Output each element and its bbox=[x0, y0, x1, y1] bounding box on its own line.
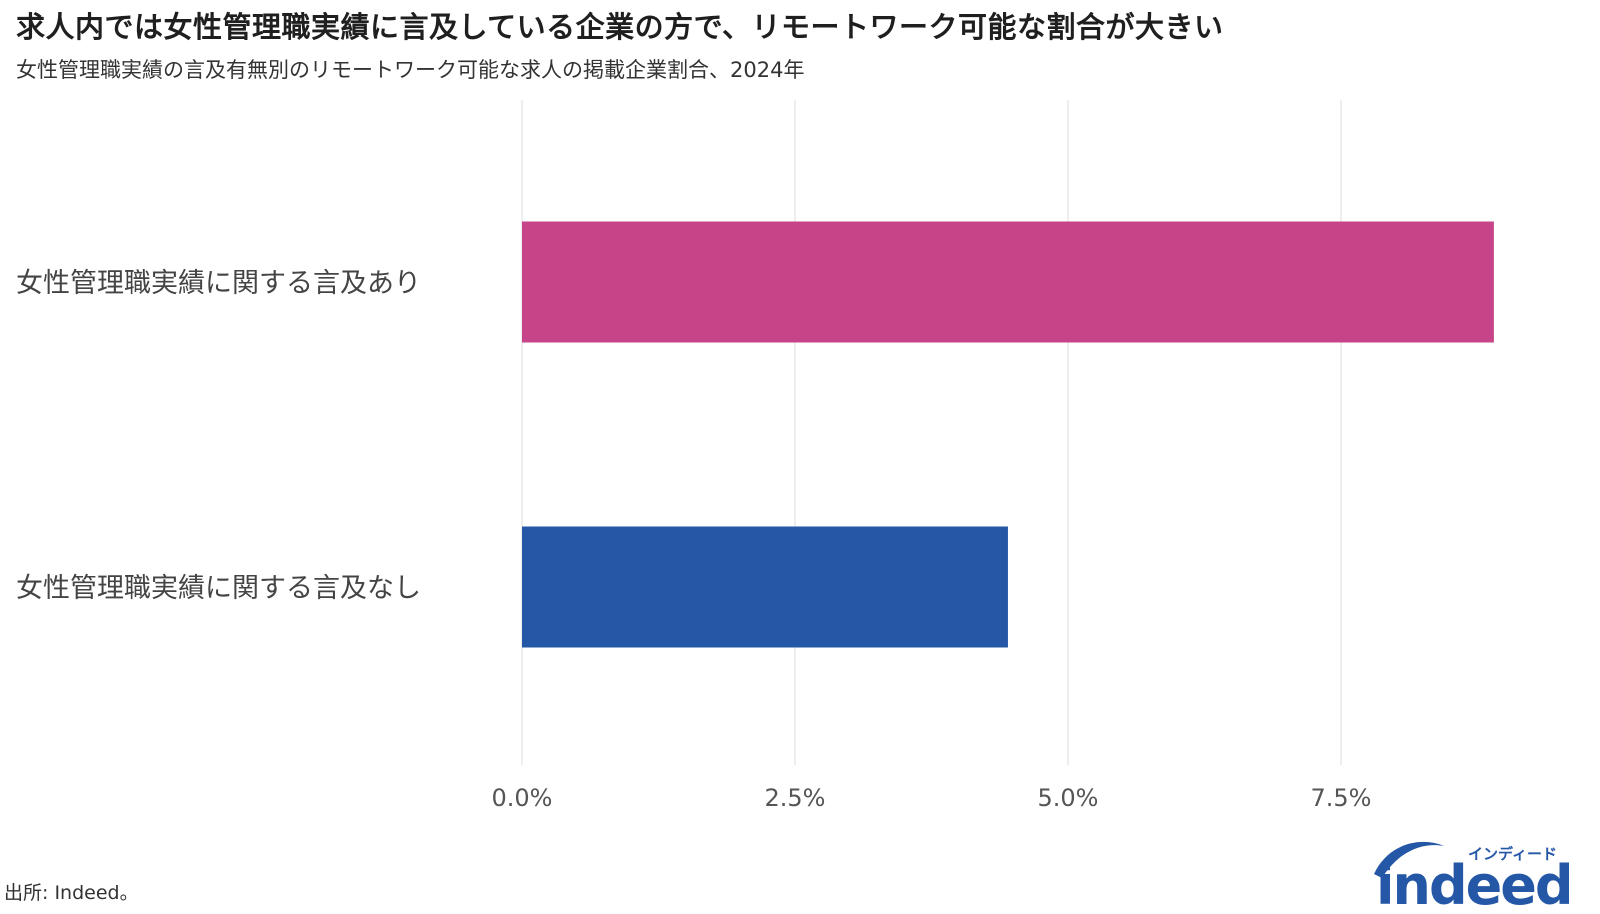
tick-labels: 0.0% 2.5% 5.0% 7.5% bbox=[492, 784, 1372, 812]
grid-lines bbox=[521, 100, 1342, 765]
source-note: 出所: Indeed。 bbox=[4, 882, 139, 904]
x-tick-label: 5.0% bbox=[1038, 784, 1099, 812]
category-label: 女性管理職実績に関する言及あり bbox=[16, 268, 421, 299]
category-label: 女性管理職実績に関する言及なし bbox=[16, 573, 421, 604]
indeed-logo: インディード indeed bbox=[1374, 841, 1574, 914]
logo-swoosh bbox=[1374, 841, 1444, 878]
chart-title: 求人内では女性管理職実績に言及している企業の方で、リモートワーク可能な割合が大き… bbox=[16, 10, 1224, 44]
x-tick-label: 2.5% bbox=[765, 784, 826, 812]
logo-wordmark-text: indeed bbox=[1376, 854, 1572, 914]
bar bbox=[522, 221, 1494, 343]
x-tick-label: 7.5% bbox=[1311, 784, 1372, 812]
bar bbox=[522, 526, 1008, 648]
x-tick-label: 0.0% bbox=[492, 784, 553, 812]
logo-kana-text: インディード bbox=[1468, 845, 1557, 863]
chart-subtitle: 女性管理職実績の言及有無別のリモートワーク可能な求人の掲載企業割合、2024年 bbox=[16, 58, 805, 82]
bars bbox=[522, 221, 1494, 648]
